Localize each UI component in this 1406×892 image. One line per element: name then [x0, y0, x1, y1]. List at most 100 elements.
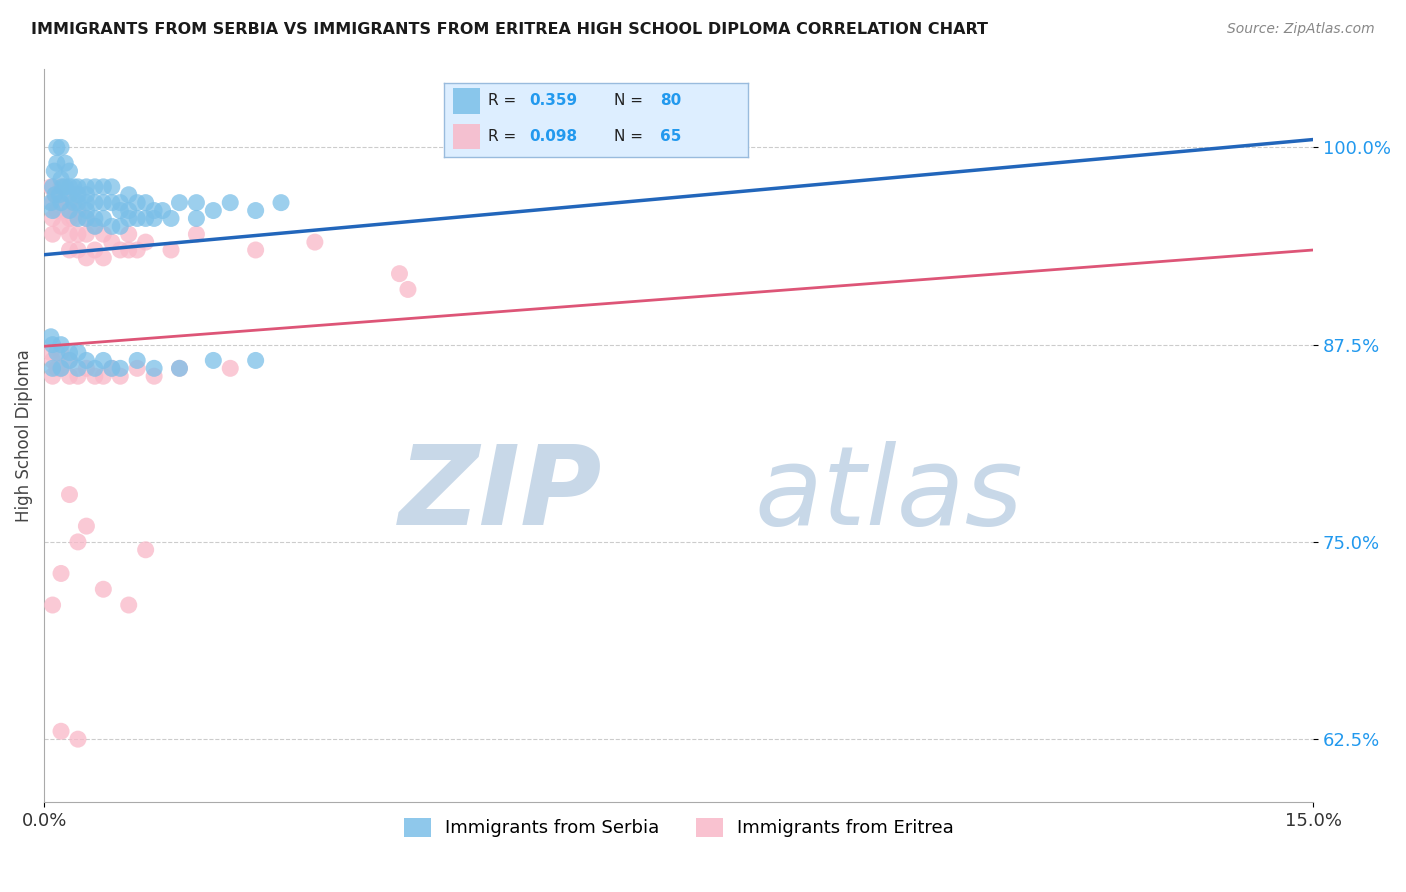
- Point: [45, 361, 67, 376]
- Point: [66, 369, 89, 384]
- Point: [66, 345, 89, 359]
- Point: [58, 179, 80, 194]
- Point: [44, 164, 66, 178]
- Point: [41, 369, 63, 384]
- Point: [245, 243, 267, 257]
- Point: [118, 227, 141, 242]
- Point: [66, 243, 89, 257]
- Point: [127, 353, 149, 368]
- Point: [75, 251, 97, 265]
- Point: [118, 598, 141, 612]
- Point: [245, 353, 267, 368]
- Point: [75, 203, 97, 218]
- Point: [39, 179, 62, 194]
- Point: [49, 361, 72, 376]
- Point: [101, 361, 124, 376]
- Point: [66, 179, 89, 194]
- Point: [143, 203, 166, 218]
- Point: [39, 330, 62, 344]
- Legend: Immigrants from Serbia, Immigrants from Eritrea: Immigrants from Serbia, Immigrants from …: [396, 811, 960, 845]
- Point: [135, 542, 157, 557]
- Point: [304, 235, 326, 249]
- Point: [83, 361, 105, 376]
- Point: [48, 187, 70, 202]
- Point: [110, 195, 132, 210]
- Point: [58, 195, 80, 210]
- Point: [49, 195, 72, 210]
- Point: [143, 369, 166, 384]
- Point: [49, 195, 72, 210]
- Point: [53, 156, 76, 170]
- Point: [135, 235, 157, 249]
- Point: [75, 353, 97, 368]
- Text: ZIP: ZIP: [399, 441, 603, 548]
- Point: [41, 361, 63, 376]
- Point: [45, 156, 67, 170]
- Point: [75, 187, 97, 202]
- Point: [270, 195, 292, 210]
- Point: [41, 203, 63, 218]
- Point: [41, 195, 63, 210]
- Point: [75, 519, 97, 533]
- Text: Source: ZipAtlas.com: Source: ZipAtlas.com: [1227, 22, 1375, 37]
- Point: [41, 211, 63, 226]
- Point: [49, 140, 72, 154]
- Point: [83, 195, 105, 210]
- Point: [118, 187, 141, 202]
- Point: [66, 535, 89, 549]
- Point: [110, 243, 132, 257]
- Point: [186, 211, 208, 226]
- Point: [58, 187, 80, 202]
- Point: [160, 211, 183, 226]
- Point: [83, 219, 105, 234]
- Point: [49, 361, 72, 376]
- Point: [83, 219, 105, 234]
- Point: [118, 243, 141, 257]
- Point: [91, 227, 114, 242]
- Y-axis label: High School Diploma: High School Diploma: [15, 349, 32, 522]
- Point: [58, 164, 80, 178]
- Point: [75, 211, 97, 226]
- Point: [41, 179, 63, 194]
- Point: [62, 211, 84, 226]
- Point: [66, 195, 89, 210]
- Point: [118, 211, 141, 226]
- Point: [49, 219, 72, 234]
- Point: [91, 582, 114, 597]
- Point: [45, 203, 67, 218]
- Point: [186, 227, 208, 242]
- Point: [44, 187, 66, 202]
- Point: [91, 179, 114, 194]
- Point: [49, 172, 72, 186]
- Point: [135, 211, 157, 226]
- Point: [66, 211, 89, 226]
- Point: [118, 203, 141, 218]
- Point: [66, 187, 89, 202]
- Point: [49, 337, 72, 351]
- Point: [101, 195, 124, 210]
- Point: [127, 195, 149, 210]
- Text: IMMIGRANTS FROM SERBIA VS IMMIGRANTS FROM ERITREA HIGH SCHOOL DIPLOMA CORRELATIO: IMMIGRANTS FROM SERBIA VS IMMIGRANTS FRO…: [31, 22, 988, 37]
- Point: [143, 211, 166, 226]
- Point: [53, 179, 76, 194]
- Point: [44, 187, 66, 202]
- Point: [101, 361, 124, 376]
- Point: [110, 361, 132, 376]
- Point: [58, 487, 80, 501]
- Point: [49, 179, 72, 194]
- Point: [66, 732, 89, 747]
- Point: [58, 203, 80, 218]
- Point: [160, 243, 183, 257]
- Point: [62, 195, 84, 210]
- Point: [39, 345, 62, 359]
- Point: [152, 203, 174, 218]
- Point: [52, 179, 75, 194]
- Point: [91, 251, 114, 265]
- Point: [245, 203, 267, 218]
- Point: [66, 227, 89, 242]
- Point: [58, 369, 80, 384]
- Point: [41, 598, 63, 612]
- Point: [49, 724, 72, 739]
- Point: [101, 179, 124, 194]
- Text: atlas: atlas: [755, 441, 1024, 548]
